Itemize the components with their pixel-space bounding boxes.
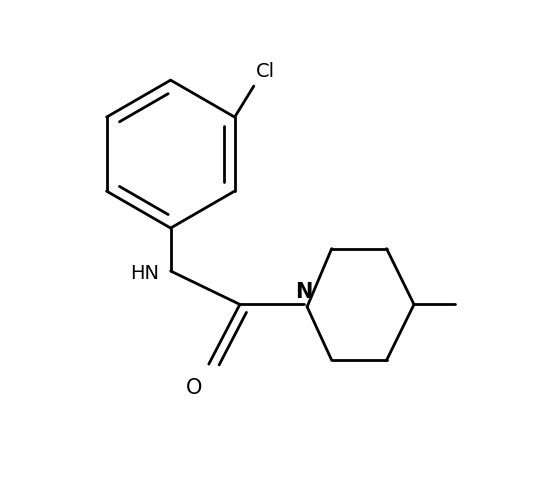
Text: HN: HN xyxy=(130,264,159,283)
Text: Cl: Cl xyxy=(256,62,275,81)
Text: O: O xyxy=(186,378,203,398)
Text: N: N xyxy=(296,282,313,302)
